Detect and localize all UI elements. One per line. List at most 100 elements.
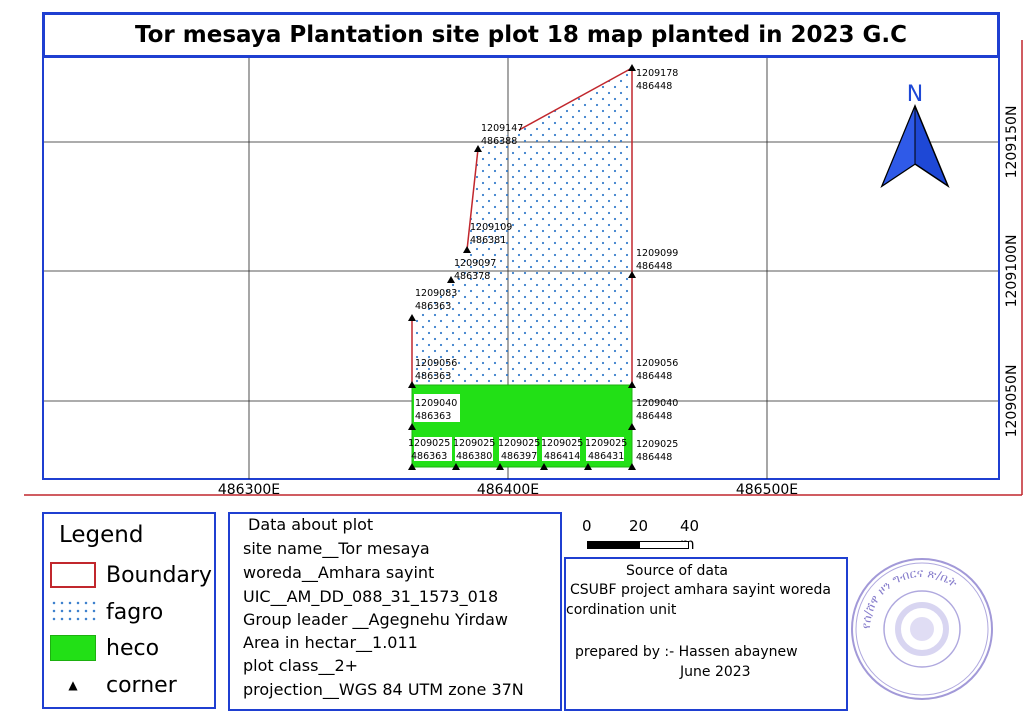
legend-item-corner: ▲ corner (50, 671, 177, 699)
point-easting-label: 486448 (636, 371, 672, 382)
corner-triangle-icon (628, 381, 636, 388)
point-northing-label: 1209025 (585, 438, 627, 449)
source-box: Source of data CSUBF project amhara sayi… (564, 557, 848, 711)
point-easting-label: 486448 (636, 81, 672, 92)
corner-triangle-icon (452, 463, 460, 470)
point-easting-label: 486363 (411, 451, 447, 462)
point-northing-label: 1209040 (636, 398, 678, 409)
map-canvas: 1209178 486448 1209147 486388 1209109 48… (24, 40, 1023, 498)
north-arrow-icon: N (880, 82, 950, 188)
point-northing-label: 1209025 (453, 438, 495, 449)
legend-label: corner (106, 672, 177, 698)
prepared-by: prepared by :- Hassen abaynew (575, 644, 798, 660)
map-title: Tor mesaya Plantation site plot 18 map p… (135, 22, 907, 48)
point-easting-label: 486431 (588, 451, 624, 462)
corner-markers (408, 64, 636, 470)
boundary-swatch (50, 562, 96, 588)
legend-item-fagro: fagro (50, 598, 163, 626)
plot-boundary (466, 148, 479, 251)
point-easting-label: 486448 (636, 261, 672, 272)
corner-triangle-icon (408, 463, 416, 470)
plot-data-line: Group leader __Agegnehu Yirdaw (243, 610, 508, 629)
corner-triangle-icon (463, 246, 471, 253)
point-northing-label: 1209025 (636, 439, 678, 450)
point-northing-label: 1209025 (498, 438, 540, 449)
point-northing-label: 1209097 (454, 258, 496, 269)
corner-triangle-icon (496, 463, 504, 470)
map-frame (42, 56, 1000, 480)
official-seal-icon: የሰ/ሸዋ ዞን ግብርና ጽ/ቤት (851, 558, 993, 700)
plot-data-line: projection__WGS 84 UTM zone 37N (243, 680, 524, 699)
plot-data-line: woreda__Amhara sayint (243, 563, 435, 582)
plot-data-line: site name__Tor mesaya (243, 539, 430, 558)
corner-triangle-icon (408, 314, 416, 321)
plot-data-line: Area in hectar__1.011 (243, 633, 418, 652)
point-easting-label: 486378 (454, 271, 490, 282)
point-northing-label: 1209178 (636, 68, 678, 79)
easting-label: 486500E (736, 482, 798, 498)
plot-boundary (518, 67, 633, 131)
label-bg (499, 437, 537, 461)
fagro-area (412, 68, 632, 385)
point-easting-label: 486397 (501, 451, 537, 462)
plot-data-line: UIC__AM_DD_088_31_1573_018 (243, 587, 499, 606)
point-northing-label: 1209025 (541, 438, 583, 449)
prepared-date: June 2023 (680, 664, 751, 680)
point-northing-label: 1209056 (636, 358, 678, 369)
corner-triangle-icon (447, 276, 455, 283)
plot-data-line: plot class__2+ (243, 656, 359, 675)
plot-data-heading: Data about plot (248, 515, 374, 534)
point-northing-label: 1209147 (481, 123, 523, 134)
label-bg (414, 437, 452, 461)
scale-label: 0 (582, 517, 592, 535)
point-northing-label: 1209099 (636, 248, 678, 259)
source-heading: Source of data (626, 563, 729, 579)
corner-triangle-icon (628, 463, 636, 470)
label-bg (414, 394, 460, 422)
legend-item-heco: heco (50, 634, 159, 662)
point-northing-label: 1209083 (415, 288, 457, 299)
legend-box: Legend Boundary fagro heco ▲ corner (42, 512, 216, 709)
corner-triangle-icon (408, 381, 416, 388)
northing-label: 1209050N (1004, 365, 1020, 438)
scale-label: 20 (629, 517, 649, 535)
heco-swatch (50, 635, 96, 661)
point-easting-label: 486363 (415, 371, 451, 382)
point-northing-label: 1209025 (408, 438, 450, 449)
point-easting-label: 486363 (415, 411, 451, 422)
point-northing-label: 1209109 (470, 222, 512, 233)
source-line: cordination unit (566, 602, 677, 618)
scale-segment-empty (639, 541, 689, 549)
legend-label: fagro (106, 599, 164, 625)
legend-item-boundary: Boundary (50, 561, 212, 589)
label-bg (586, 437, 624, 461)
legend-title: Legend (59, 522, 144, 548)
point-easting-label: 486388 (481, 136, 517, 147)
easting-label: 486300E (218, 482, 280, 498)
point-northing-label: 1209040 (415, 398, 457, 409)
corner-triangle-icon (584, 463, 592, 470)
corner-triangle-icon (628, 423, 636, 430)
plot-data-box: Data about plot site name__Tor mesaya wo… (228, 512, 562, 711)
corner-triangle-icon (628, 64, 636, 71)
legend-label: Boundary (106, 562, 212, 588)
point-easting-label: 486448 (636, 411, 672, 422)
scale-bar: 0 20 40 m (570, 514, 710, 554)
north-arrow-label: N (907, 82, 923, 107)
label-bg (455, 437, 493, 461)
northing-label: 1209100N (1004, 235, 1020, 308)
label-bg (542, 437, 580, 461)
fagro-swatch (50, 599, 96, 625)
point-easting-label: 486381 (470, 235, 506, 246)
scale-segment-filled (587, 541, 639, 549)
triangle-icon: ▲ (68, 678, 78, 692)
northing-label: 1209150N (1004, 106, 1020, 179)
corner-triangle-icon (628, 271, 636, 278)
corner-triangle-icon (540, 463, 548, 470)
corner-triangle-icon (408, 423, 416, 430)
point-easting-label: 486380 (456, 451, 492, 462)
point-easting-label: 486448 (636, 452, 672, 463)
corner-triangle-icon (474, 145, 482, 152)
legend-label: heco (106, 635, 160, 661)
source-line: CSUBF project amhara sayint woreda (570, 582, 831, 598)
